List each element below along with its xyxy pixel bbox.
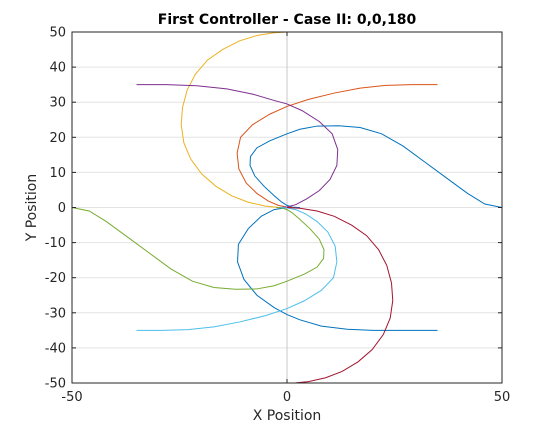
series-line-6 [71,207,325,290]
y-tick-label: 50 [49,26,66,41]
y-axis-title: Y Position [24,174,40,243]
ticks-layer: -50 0 50 -50 -40 -30 -20 -10 0 10 20 30 40 50 [45,26,511,406]
series-line-8 [286,207,394,384]
x-axis-title: X Position [253,408,322,424]
series-line-5 [136,84,339,208]
series-line-3 [236,84,438,208]
y-tick-label: -10 [45,236,66,251]
series-line-4 [180,31,288,208]
x-tick-label: 50 [494,390,511,405]
series-layer [71,31,503,384]
x-tick-label: -50 [61,390,82,405]
y-tick-label: -20 [45,271,66,286]
series-line-7 [136,207,338,331]
x-tick-label: 0 [283,390,291,405]
y-tick-label: 40 [49,61,66,76]
y-tick-label: 30 [49,96,66,111]
y-tick-label: -50 [45,377,66,392]
y-tick-label: -40 [45,341,66,356]
y-tick-label: 0 [58,201,66,216]
series-line-2 [237,207,438,331]
y-tick-label: 20 [49,131,66,146]
y-tick-label: 10 [49,166,66,181]
y-tick-label: -30 [45,306,66,321]
series-line-1 [249,125,503,208]
chart-title: First Controller - Case II: 0,0,180 [158,12,417,28]
